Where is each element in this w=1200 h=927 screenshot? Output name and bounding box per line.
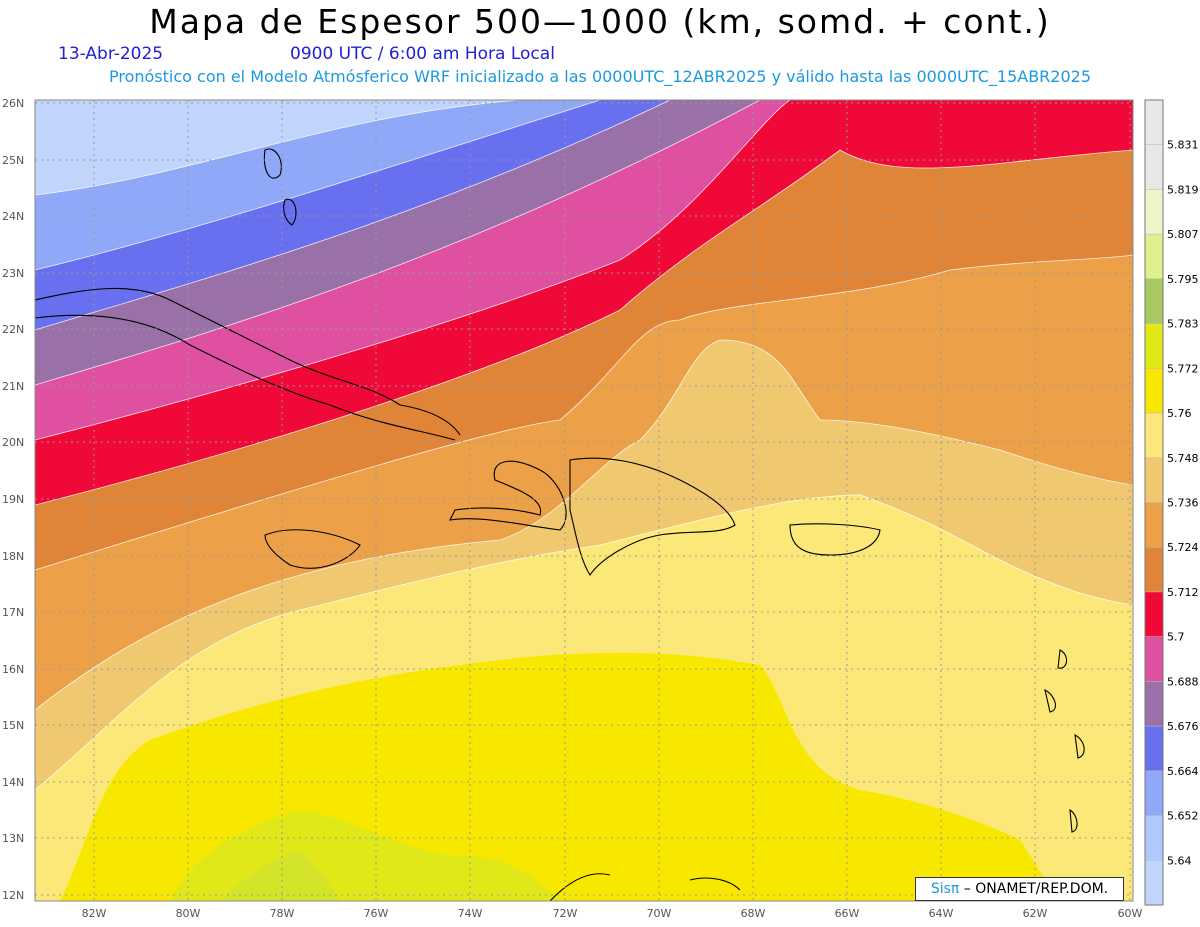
colorbar-label: 5.736	[1167, 497, 1199, 510]
colorbar-label: 5.7	[1167, 631, 1185, 644]
longitude-axis: 82W 80W 78W 76W 74W 72W 70W 68W 66W 64W …	[82, 907, 1143, 920]
jamaica-coast	[264, 529, 361, 569]
colorbar-swatch	[1144, 278, 1164, 324]
dominican-republic-coast	[569, 457, 736, 576]
lat-label: 19N	[2, 493, 24, 506]
puerto-rico-coast	[789, 523, 881, 556]
band-5783	[220, 850, 340, 901]
colorbar-label: 5.724	[1167, 541, 1199, 554]
colorbar-swatch	[1144, 323, 1164, 369]
colorbar-swatch	[1144, 144, 1164, 190]
lon-label: 66W	[835, 907, 860, 920]
lon-label: 64W	[929, 907, 954, 920]
haiti-coast	[449, 460, 567, 531]
lat-label: 24N	[2, 210, 24, 223]
colorbar-label: 5.831	[1167, 139, 1199, 152]
lat-label: 16N	[2, 663, 24, 676]
lon-label: 62W	[1023, 907, 1048, 920]
credit-brand: Sisπ	[930, 881, 960, 897]
colorbar-swatch	[1144, 815, 1164, 861]
lon-label: 72W	[553, 907, 578, 920]
colorbar-label: 5.795	[1167, 273, 1199, 286]
colorbar-swatch	[1144, 189, 1164, 235]
colorbar-label: 5.712	[1167, 586, 1199, 599]
credit-box: Sisπ – ONAMET/REP.DOM.	[915, 877, 1124, 901]
lat-label: 15N	[2, 719, 24, 732]
bahamas-island	[283, 198, 297, 226]
lat-label: 18N	[2, 550, 24, 563]
south-america-coast	[549, 873, 741, 901]
lat-label: 21N	[2, 380, 24, 393]
lon-label: 74W	[458, 907, 483, 920]
lat-label: 17N	[2, 606, 24, 619]
lon-label: 76W	[364, 907, 389, 920]
colorbar-label: 5.819	[1167, 183, 1199, 196]
colorbar-swatch	[1144, 591, 1164, 637]
thickness-bands	[35, 100, 1133, 901]
lesser-antilles	[1044, 649, 1085, 833]
colorbar-label: 5.652	[1167, 810, 1199, 823]
lat-label: 23N	[2, 267, 24, 280]
colorbar-swatch	[1144, 636, 1164, 682]
colorbar-swatch	[1144, 681, 1164, 727]
graticule	[35, 100, 1133, 901]
colorbar: 5.831 5.819 5.807 5.795 5.783 5.772 5.76 5.748 5…	[1144, 99, 1199, 906]
colorbar-swatch	[1144, 233, 1164, 280]
andros-coast	[263, 148, 282, 179]
map-title: Mapa de Espesor 500—1000 (km, somd. + co…	[149, 2, 1051, 41]
colorbar-label: 5.664	[1167, 765, 1199, 778]
colorbar-swatch	[1144, 99, 1164, 145]
forecast-time: 0900 UTC / 6:00 am Hora Local	[290, 44, 555, 64]
credit-org: – ONAMET/REP.DOM.	[959, 881, 1109, 897]
colorbar-swatch	[1144, 368, 1164, 414]
colorbar-swatch	[1144, 860, 1164, 906]
colorbar-label: 5.76	[1167, 407, 1192, 420]
colorbar-swatch	[1144, 770, 1164, 816]
lon-label: 82W	[82, 907, 107, 920]
lat-label: 26N	[2, 97, 24, 110]
lat-label: 20N	[2, 436, 24, 449]
colorbar-label: 5.772	[1167, 362, 1199, 375]
model-description: Pronóstico con el Modelo Atmósferico WRF…	[108, 67, 1091, 86]
map-frame	[34, 99, 1134, 902]
lon-label: 60W	[1118, 907, 1143, 920]
lon-label: 70W	[647, 907, 672, 920]
colorbar-label: 5.783	[1167, 318, 1199, 331]
forecast-date: 13-Abr-2025	[58, 44, 164, 64]
lat-label: 12N	[2, 889, 24, 902]
lon-label: 78W	[270, 907, 295, 920]
colorbar-swatch	[1144, 725, 1164, 772]
colorbar-label: 5.64	[1167, 854, 1192, 867]
coastlines	[35, 148, 1085, 901]
lat-label: 25N	[2, 154, 24, 167]
colorbar-label: 5.807	[1167, 228, 1199, 241]
colorbar-swatch	[1144, 502, 1164, 548]
colorbar-label: 5.676	[1167, 720, 1199, 733]
lat-label: 13N	[2, 832, 24, 845]
contour-lines	[35, 100, 1133, 791]
lon-label: 80W	[176, 907, 201, 920]
cuba-coast	[35, 287, 461, 436]
colorbar-swatch	[1144, 546, 1164, 593]
colorbar-frame	[1144, 99, 1164, 906]
colorbar-swatch	[1144, 457, 1164, 503]
cuba-coast-south	[35, 314, 456, 441]
lat-label: 22N	[2, 323, 24, 336]
latitude-axis: 26N 25N 24N 23N 22N 21N 20N 19N 18N 17N …	[2, 97, 24, 902]
colorbar-label: 5.688	[1167, 675, 1199, 688]
lat-label: 14N	[2, 776, 24, 789]
colorbar-label: 5.748	[1167, 452, 1199, 465]
colorbar-swatch	[1144, 412, 1164, 459]
lon-label: 68W	[741, 907, 766, 920]
